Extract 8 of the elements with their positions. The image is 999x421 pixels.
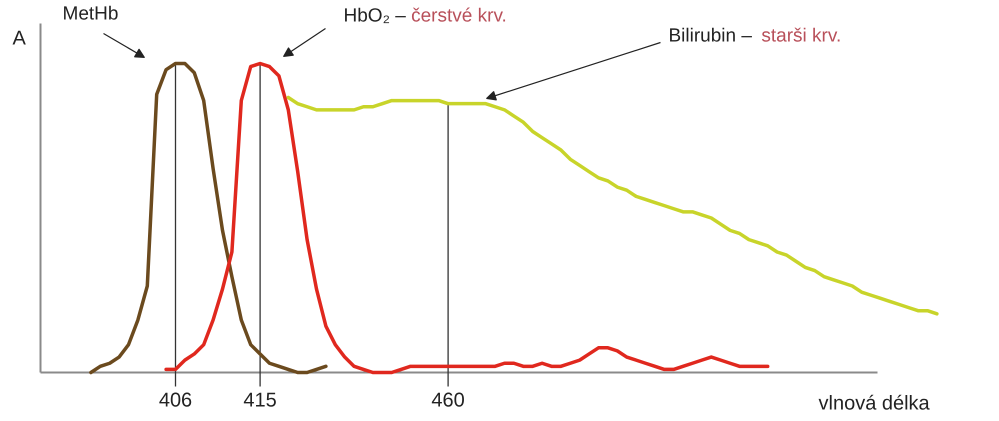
text: HbO₂ – čerstvé krv. [344,6,507,26]
text: MetHb [62,4,118,24]
text: Bilirubin – starši krv. [668,26,842,46]
x-tick-label: 460 [431,390,465,412]
x-axis-title: vlnová délka [818,392,931,414]
y-axis-title: A [12,28,26,50]
x-tick-label: 415 [243,390,277,412]
x-tick-label: 406 [158,390,192,412]
